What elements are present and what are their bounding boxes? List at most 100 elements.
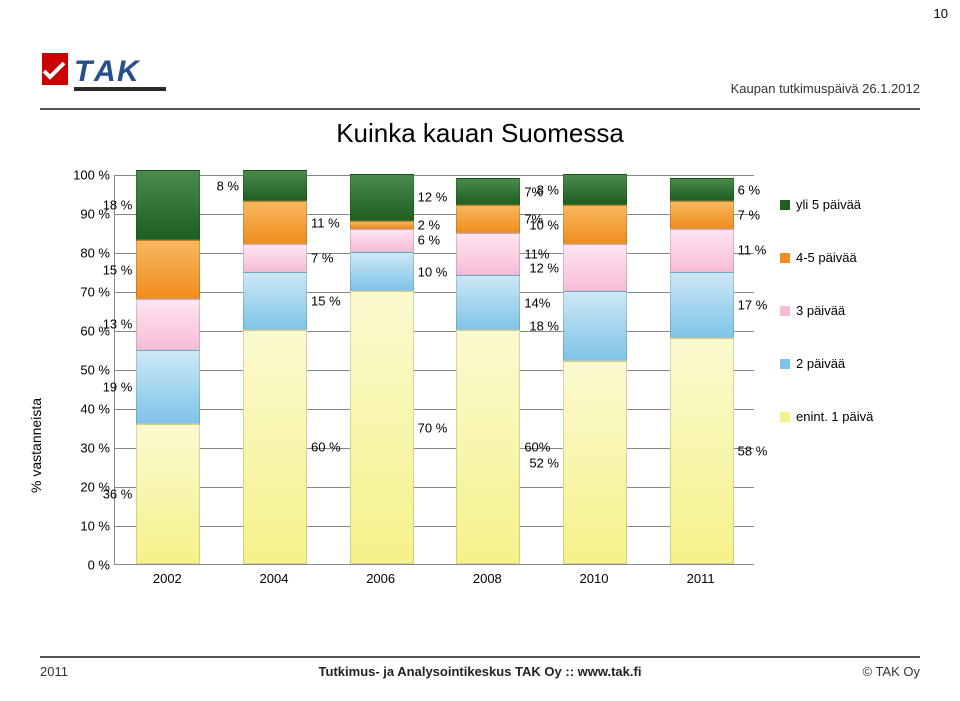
tak-logo: T A K (40, 45, 180, 97)
y-tick-label: 40 % (64, 402, 110, 417)
x-tick-label: 2010 (580, 571, 609, 586)
bar-group: 36 %19 %13 %15 %18 % (136, 170, 200, 564)
gridline (115, 253, 754, 254)
legend-label: 3 päivää (796, 303, 845, 318)
legend-swatch (780, 306, 790, 316)
bar-segment (136, 299, 200, 350)
bar-value-label: 19 % (103, 379, 133, 394)
gridline (115, 526, 754, 527)
bar-segment (136, 170, 200, 240)
bar-segment (350, 174, 414, 221)
footer: 2011 Tutkimus- ja Analysointikeskus TAK … (40, 656, 920, 679)
chart-area: % vastanneista 36 %19 %13 %15 %18 %60 %1… (40, 175, 920, 605)
y-tick-label: 90 % (64, 207, 110, 222)
gridline (115, 175, 754, 176)
bar-value-label: 7 % (738, 207, 760, 222)
legend-swatch (780, 359, 790, 369)
bar-group: 52 %18 %12 %10 %8 % (563, 174, 627, 564)
legend-label: 2 päivää (796, 356, 845, 371)
legend: yli 5 päivää 4-5 päivää 3 päivää 2 päivää en… (780, 197, 920, 424)
svg-text:K: K (117, 55, 141, 88)
bar-segment (563, 205, 627, 244)
bar-group: 70 %10 %6 %2 %12 % (350, 174, 414, 564)
y-tick-label: 50 % (64, 363, 110, 378)
legend-item: yli 5 päivää (780, 197, 920, 212)
bar-segment (350, 221, 414, 229)
bar-segment (563, 174, 627, 205)
svg-text:A: A (93, 55, 116, 88)
bar-segment (136, 424, 200, 564)
bar-value-label: 11 % (738, 243, 767, 258)
plot-area: 36 %19 %13 %15 %18 %60 %15 %7 %11 %8 %70… (114, 175, 754, 565)
legend-label: enint. 1 päivä (796, 409, 873, 424)
bar-value-label: 11 % (311, 215, 340, 230)
footer-year: 2011 (40, 664, 68, 679)
bar-segment (243, 272, 307, 331)
header-subtitle: Kaupan tutkimuspäivä 26.1.2012 (731, 81, 920, 102)
gridline (115, 448, 754, 449)
y-tick-label: 100 % (64, 168, 110, 183)
bar-value-label: 10 % (418, 264, 448, 279)
bar-value-label: 17 % (738, 297, 768, 312)
bar-value-label: 18 % (529, 319, 559, 334)
bar-segment (243, 330, 307, 564)
y-tick-label: 60 % (64, 324, 110, 339)
legend-item: 3 päivää (780, 303, 920, 318)
bar-segment (670, 229, 734, 272)
bar-segment (670, 201, 734, 228)
y-tick-label: 30 % (64, 441, 110, 456)
bar-value-label: 60% (524, 440, 550, 455)
bar-segment (136, 240, 200, 299)
bar-value-label: 10 % (529, 217, 559, 232)
bar-segment (563, 291, 627, 361)
bar-segment (670, 178, 734, 201)
bar-segment (243, 170, 307, 201)
bar-value-label: 58 % (738, 443, 768, 458)
gridline (115, 409, 754, 410)
bar-value-label: 6 % (738, 182, 760, 197)
gridline (115, 487, 754, 488)
svg-text:T: T (74, 55, 95, 88)
x-tick-label: 2006 (366, 571, 395, 586)
bar-value-label: 52 % (529, 455, 559, 470)
footer-link[interactable]: www.tak.fi (578, 664, 642, 679)
y-tick-label: 20 % (64, 480, 110, 495)
x-tick-label: 2004 (260, 571, 289, 586)
bar-segment (136, 350, 200, 424)
page-number: 10 (934, 6, 948, 21)
bar-group: 60 %15 %7 %11 %8 % (243, 170, 307, 564)
bar-segment (670, 338, 734, 564)
bar-value-label: 15 % (311, 293, 341, 308)
bar-value-label: 7 % (311, 250, 333, 265)
bar-value-label: 15 % (103, 262, 133, 277)
bar-segment (456, 275, 520, 330)
tak-logo-svg: T A K (40, 45, 180, 97)
x-tick-label: 2002 (153, 571, 182, 586)
bar-segment (243, 201, 307, 244)
legend-label: 4-5 päivää (796, 250, 857, 265)
legend-item: enint. 1 päivä (780, 409, 920, 424)
bar-segment (456, 330, 520, 564)
bar-segment (456, 178, 520, 205)
y-tick-label: 10 % (64, 519, 110, 534)
x-tick-label: 2008 (473, 571, 502, 586)
legend-swatch (780, 412, 790, 422)
bar-segment (350, 252, 414, 291)
bar-value-label: 14% (524, 295, 550, 310)
gridline (115, 331, 754, 332)
y-axis-label: % vastanneista (28, 398, 44, 493)
x-tick-label: 2011 (687, 571, 715, 586)
bar-segment (563, 361, 627, 564)
bar-segment (350, 291, 414, 564)
bar-segment (456, 233, 520, 276)
bar-value-label: 8 % (217, 178, 239, 193)
bar-value-label: 2 % (418, 217, 440, 232)
y-tick-label: 0 % (64, 558, 110, 573)
bar-value-label: 8 % (537, 182, 559, 197)
gridline (115, 292, 754, 293)
bar-segment (563, 244, 627, 291)
bar-segment (670, 272, 734, 338)
footer-copyright: © TAK Oy (863, 664, 921, 679)
bar-value-label: 6 % (418, 233, 440, 248)
header: T A K Kaupan tutkimuspäivä 26.1.2012 (40, 40, 920, 110)
